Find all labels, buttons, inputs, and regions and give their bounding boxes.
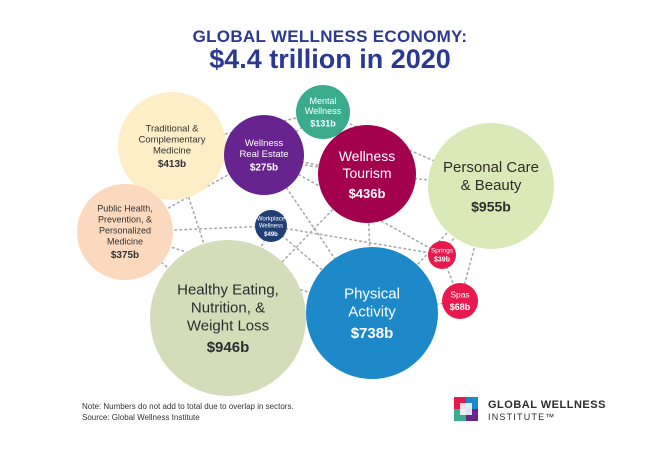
bubble-spas: Spas $68b [442,283,478,319]
bubble-name-line: Public Health, [97,203,153,213]
bubble-circle [296,85,350,139]
bubble-value-label: $375b [111,250,139,261]
bubble-name-line: Wellness [305,106,342,116]
bubble-healthy-eating-nutrition-weight-loss: Healthy Eating,Nutrition, &Weight Loss $9… [150,240,306,396]
bubble-name-line: Healthy Eating, [177,281,279,298]
bubble-value-label: $955b [471,199,511,215]
bubble-name-line: Personal Care [443,159,539,176]
bubble-name-line: Wellness [245,138,284,149]
chart-title-line1: GLOBAL WELLNESS ECONOMY: [192,27,468,46]
bubble-value-label: $68b [450,302,471,312]
bubble-value-label: $131b [310,118,336,128]
bubble-name-line: Personalized [99,225,151,235]
bubble-value-label: $436b [349,186,386,201]
chart-title-line2: $4.4 trillion in 2020 [209,44,451,74]
bubble-name-line: Physical [344,285,400,302]
bubble-value-label: $39b [434,257,450,264]
bubble-name-line: Traditional & [146,123,200,134]
bubble-name-line: Medicine [107,236,143,246]
bubble-value-label: $946b [207,339,250,356]
bubble-springs: Springs $39b [428,241,456,269]
bubble-value-label: $49b [264,232,278,238]
bubble-name-line: Springs [431,247,454,254]
bubble-name-line: Real Estate [239,149,288,160]
logo-text-line2: INSTITUTE™ [488,412,556,422]
bubble-circle [442,283,478,319]
bubble-name-line: Tourism [342,165,391,181]
bubble-name-line: Nutrition, & [191,299,265,316]
bubble-circle [255,210,287,242]
footnote-note: Note: Numbers do not add to total due to… [82,402,294,411]
bubble-circle [318,125,416,223]
bubble-value-label: $413b [158,159,186,170]
bubble-name-line: Medicine [153,145,191,156]
bubble-circle [118,92,226,200]
bubble-name-line: Wellness [339,148,396,164]
bubble-name-line: Mental [309,96,336,106]
bubble-name-line: Activity [348,303,396,320]
bubble-circle [428,241,456,269]
bubble-circle [150,240,306,396]
bubble-name-line: Workplace [257,216,286,222]
bubble-value-label: $738b [351,325,394,342]
bubble-name-line: Prevention, & [98,214,152,224]
logo-text-line1: GLOBAL WELLNESS [488,399,606,411]
connector-line [270,225,443,256]
bubble-personal-care-beauty: Personal Care& Beauty $955b [428,123,554,249]
bubble-circle [306,247,438,379]
bubble-name-line: Wellness [259,223,283,229]
bubble-value-label: $275b [250,162,278,173]
bubble-circle [77,184,173,280]
footnote-source: Source: Global Wellness Institute [82,413,200,422]
connector-line [441,185,492,256]
bubble-public-health-prevention-personalized-medicine: Public Health,Prevention, &PersonalizedM… [77,184,173,280]
bubble-name-line: Complementary [138,134,205,145]
gwi-logo-icon [454,397,478,421]
bubble-name-line: Weight Loss [187,317,269,334]
bubble-name-line: & Beauty [461,177,522,194]
bubble-name-line: Spas [450,290,469,300]
bubble-circle [224,115,304,195]
gwi-logo: GLOBAL WELLNESS INSTITUTE™ [452,395,612,431]
bubble-circle [428,123,554,249]
